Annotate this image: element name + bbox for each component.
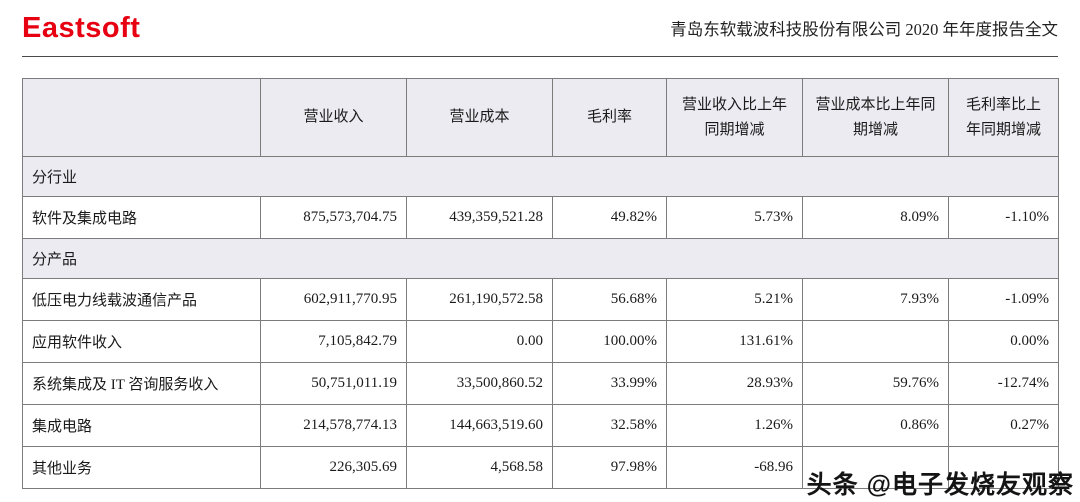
cell-label: 低压电力线载波通信产品 [22,278,261,321]
cell-revenue-yoy: 5.21% [666,278,803,321]
cell-margin: 100.00% [552,320,667,363]
header-cell-revenue: 营业收入 [260,78,407,157]
toutiao-logo: 头条 [806,471,859,499]
cell-revenue: 7,105,842.79 [260,320,407,363]
cell-label: 系统集成及 IT 咨询服务收入 [22,362,261,405]
cell-label: 应用软件收入 [22,320,261,363]
cell-revenue: 875,573,704.75 [260,196,407,239]
eastsoft-logo: Eastsoft [22,11,141,44]
header-cell-margin: 毛利率 [552,78,667,157]
cell-cost: 439,359,521.28 [406,196,553,239]
cell-cost: 4,568.58 [406,446,553,489]
cell-cost: 261,190,572.58 [406,278,553,321]
financial-table: 营业收入 营业成本 毛利率 营业收入比上年同期增减 营业成本比上年同期增减 毛利… [22,78,1059,489]
table-row: 低压电力线载波通信产品 602,911,770.95 261,190,572.5… [22,278,1059,321]
section-label: 分产品 [22,238,1059,279]
section-label: 分行业 [22,156,1059,197]
cell-cost: 0.00 [406,320,553,363]
cell-margin: 49.82% [552,196,667,239]
header-cell-empty [22,78,261,157]
cell-margin: 97.98% [552,446,667,489]
table-row: 应用软件收入 7,105,842.79 0.00 100.00% 131.61%… [22,320,1059,363]
cell-label: 软件及集成电路 [22,196,261,239]
cell-revenue: 50,751,011.19 [260,362,407,405]
watermark: 头条 @电子发烧友观察 [807,465,1074,501]
cell-margin: 56.68% [552,278,667,321]
document-header: Eastsoft 青岛东软载波科技股份有限公司 2020 年年度报告全文 [22,0,1058,57]
header-cell-cost: 营业成本 [406,78,553,157]
cell-cost: 144,663,519.60 [406,404,553,447]
header-cell-margin-yoy: 毛利率比上年同期增减 [948,78,1059,157]
cell-cost: 33,500,860.52 [406,362,553,405]
cell-margin: 33.99% [552,362,667,405]
table-row: 集成电路 214,578,774.13 144,663,519.60 32.58… [22,404,1059,447]
table-header-row: 营业收入 营业成本 毛利率 营业收入比上年同期增减 营业成本比上年同期增减 毛利… [22,78,1059,157]
table-row: 其他业务 226,305.69 4,568.58 97.98% -68.96 [22,446,1059,489]
cell-revenue-yoy: -68.96 [666,446,803,489]
cell-margin-yoy: 0.00% [948,320,1059,363]
cell-revenue-yoy: 131.61% [666,320,803,363]
cell-cost-yoy: 8.09% [802,196,949,239]
cell-cost-yoy: 59.76% [802,362,949,405]
table-row: 系统集成及 IT 咨询服务收入 50,751,011.19 33,500,860… [22,362,1059,405]
cell-label: 集成电路 [22,404,261,447]
cell-cost-yoy: 7.93% [802,278,949,321]
section-row-product: 分产品 [22,238,1059,279]
cell-margin-yoy: -12.74% [948,362,1059,405]
cell-label: 其他业务 [22,446,261,489]
cell-revenue-yoy: 1.26% [666,404,803,447]
cell-revenue-yoy: 5.73% [666,196,803,239]
cell-revenue-yoy: 28.93% [666,362,803,405]
cell-cost-yoy: 0.86% [802,404,949,447]
section-row-industry: 分行业 [22,156,1059,197]
cell-margin-yoy: -1.09% [948,278,1059,321]
header-cell-cost-yoy: 营业成本比上年同期增减 [802,78,949,157]
watermark-text: @电子发烧友观察 [866,471,1074,499]
report-title: 青岛东软载波科技股份有限公司 2020 年年度报告全文 [670,20,1058,39]
cell-revenue: 214,578,774.13 [260,404,407,447]
cell-margin-yoy: -1.10% [948,196,1059,239]
cell-margin-yoy [948,446,1059,489]
cell-margin-yoy: 0.27% [948,404,1059,447]
cell-margin: 32.58% [552,404,667,447]
table-row: 软件及集成电路 875,573,704.75 439,359,521.28 49… [22,196,1059,239]
header-cell-revenue-yoy: 营业收入比上年同期增减 [666,78,803,157]
cell-cost-yoy [802,320,949,363]
cell-revenue: 602,911,770.95 [260,278,407,321]
cell-cost-yoy [802,446,949,489]
cell-revenue: 226,305.69 [260,446,407,489]
